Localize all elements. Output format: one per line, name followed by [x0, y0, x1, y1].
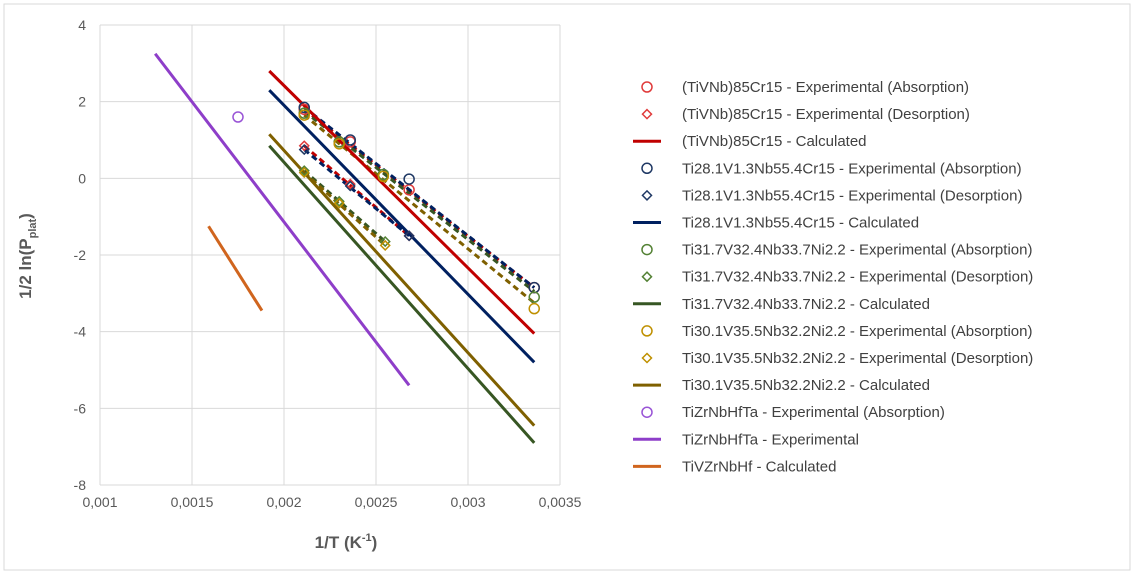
legend-label-tivnb-85cr15-experimental-absorption: (TiVNb)85Cr15 - Experimental (Absorption… — [682, 79, 969, 96]
legend-swatch-tivnb-85cr15-experimental-absorption — [641, 81, 653, 93]
data-point-ti30-1v35-5nb32-2ni2-2-experimental-absorption — [528, 302, 540, 315]
legend: (TiVNb)85Cr15 - Experimental (Absorption… — [633, 79, 1033, 475]
series-line-ti31-7v32-4nb33-7ni2-2-calculated — [268, 144, 536, 444]
data-point-ti31-7v32-4nb33-7ni2-2-experimental-absorption — [528, 291, 540, 303]
series-line-tivnb-85cr15-calculated — [268, 69, 536, 335]
data-point-ti30-1v35-5nb32-2ni2-2-experimental-desorption — [333, 197, 345, 209]
y-axis-label: 1/2 ln(Pplat) — [16, 213, 39, 299]
y-tick-labels: 4 2 0 -2 -4 -6 -8 — [74, 17, 87, 493]
x-tick-label: 0,0015 — [171, 494, 214, 510]
data-point-ti28-1v1-3nb55-4cr15-experimental-absorption — [298, 101, 310, 114]
data-point-tivnb-85cr15-experimental-desorption — [344, 178, 356, 190]
data-point-ti30-1v35-5nb32-2ni2-2-experimental-absorption — [377, 170, 390, 183]
legend-label-ti28-1v1-3nb55-4cr15-calculated: Ti28.1V1.3Nb55.4Cr15 - Calculated — [682, 215, 919, 232]
dashed-fit-line — [303, 169, 387, 243]
legend-label-ti28-1v1-3nb55-4cr15-experimental-desorption: Ti28.1V1.3Nb55.4Cr15 - Experimental (Des… — [682, 187, 1022, 204]
dashed-fit-lines — [303, 106, 536, 305]
y-tick-label: 4 — [78, 17, 86, 33]
legend-label-ti31-7v32-4nb33-7ni2-2-calculated: Ti31.7V32.4Nb33.7Ni2.2 - Calculated — [682, 296, 930, 313]
data-point-ti31-7v32-4nb33-7ni2-2-experimental-desorption — [333, 195, 345, 207]
y-tick-label: 0 — [78, 170, 86, 186]
legend-swatch-ti30-1v35-5nb32-2ni2-2-experimental-desorption — [641, 352, 653, 364]
data-markers — [232, 101, 540, 315]
legend-label-tivnb-85cr15-calculated: (TiVNb)85Cr15 - Calculated — [682, 133, 867, 150]
y-tick-label: 2 — [78, 94, 86, 110]
y-tick-label: -2 — [74, 247, 87, 263]
x-tick-label: 0,003 — [450, 494, 485, 510]
legend-label-ti30-1v35-5nb32-2ni2-2-calculated: Ti30.1V35.5Nb32.2Ni2.2 - Calculated — [682, 377, 930, 394]
dashed-fit-line — [303, 171, 387, 247]
x-tick-label: 0,001 — [82, 494, 117, 510]
legend-label-tivzrnbhf-calculated: TiVZrNbHf - Calculated — [682, 458, 836, 475]
data-point-ti31-7v32-4nb33-7ni2-2-experimental-desorption — [298, 165, 310, 177]
legend-label-tivnb-85cr15-experimental-desorption: (TiVNb)85Cr15 - Experimental (Desorption… — [682, 106, 970, 123]
series-line-ti28-1v1-3nb55-4cr15-calculated — [268, 89, 536, 364]
y-tick-label: -8 — [74, 477, 87, 493]
legend-label-tizrnbhfta-experimental-absorption: TiZrNbHfTa - Experimental (Absorption) — [682, 404, 945, 421]
y-tick-label: -6 — [74, 400, 87, 416]
dashed-fit-line — [303, 110, 536, 293]
legend-label-ti28-1v1-3nb55-4cr15-experimental-absorption: Ti28.1V1.3Nb55.4Cr15 - Experimental (Abs… — [682, 160, 1022, 177]
data-point-ti28-1v1-3nb55-4cr15-experimental-absorption — [403, 173, 415, 185]
data-point-ti30-1v35-5nb32-2ni2-2-experimental-desorption — [379, 239, 391, 251]
legend-swatch-ti28-1v1-3nb55-4cr15-experimental-absorption — [641, 162, 653, 175]
data-point-tizrnbhfta-experimental-absorption — [232, 111, 244, 123]
legend-label-ti31-7v32-4nb33-7ni2-2-experimental-desorption: Ti31.7V32.4Nb33.7Ni2.2 - Experimental (D… — [682, 269, 1033, 286]
series-line-tivzrnbhf-calculated — [207, 225, 264, 312]
data-point-tivnb-85cr15-experimental-desorption — [298, 140, 310, 152]
data-point-ti28-1v1-3nb55-4cr15-experimental-absorption — [344, 134, 356, 146]
data-point-ti28-1v1-3nb55-4cr15-experimental-desorption — [403, 230, 415, 242]
legend-swatch-tivnb-85cr15-experimental-desorption — [641, 108, 653, 120]
legend-swatch-ti28-1v1-3nb55-4cr15-experimental-desorption — [641, 189, 653, 201]
x-tick-label: 0,002 — [266, 494, 301, 510]
legend-label-ti30-1v35-5nb32-2ni2-2-experimental-desorption: Ti30.1V35.5Nb32.2Ni2.2 - Experimental (D… — [682, 350, 1033, 367]
data-point-ti28-1v1-3nb55-4cr15-experimental-desorption — [298, 144, 310, 156]
x-tick-labels: 0,001 0,0015 0,002 0,0025 0,003 0,0035 — [82, 494, 581, 510]
legend-label-ti30-1v35-5nb32-2ni2-2-experimental-absorption: Ti30.1V35.5Nb32.2Ni2.2 - Experimental (A… — [682, 323, 1032, 340]
data-point-ti31-7v32-4nb33-7ni2-2-experimental-desorption — [379, 236, 391, 248]
series-line-tizrnbhfta-experimental — [154, 52, 411, 387]
y-tick-label: -4 — [74, 324, 87, 340]
data-point-ti30-1v35-5nb32-2ni2-2-experimental-absorption — [333, 138, 345, 150]
legend-swatch-ti31-7v32-4nb33-7ni2-2-experimental-desorption — [641, 271, 653, 283]
legend-swatch-tizrnbhfta-experimental-absorption — [641, 406, 653, 418]
dashed-fit-line — [303, 106, 536, 289]
data-point-ti30-1v35-5nb32-2ni2-2-experimental-absorption — [298, 109, 310, 121]
x-tick-label: 0,0025 — [355, 494, 398, 510]
legend-swatch-ti30-1v35-5nb32-2ni2-2-experimental-absorption — [641, 325, 653, 337]
x-tick-label: 0,0035 — [539, 494, 582, 510]
series-line-ti30-1v35-5nb32-2ni2-2-calculated — [268, 133, 536, 427]
x-axis-label: 1/T (K-1) — [315, 532, 378, 552]
calculated-lines — [154, 52, 536, 444]
legend-label-ti31-7v32-4nb33-7ni2-2-experimental-absorption: Ti31.7V32.4Nb33.7Ni2.2 - Experimental (A… — [682, 242, 1032, 259]
legend-label-tizrnbhfta-experimental: TiZrNbHfTa - Experimental — [682, 431, 859, 448]
dashed-fit-line — [303, 148, 411, 237]
data-point-ti28-1v1-3nb55-4cr15-experimental-desorption — [344, 180, 356, 192]
legend-swatch-ti31-7v32-4nb33-7ni2-2-experimental-absorption — [641, 243, 653, 256]
data-point-ti30-1v35-5nb32-2ni2-2-experimental-desorption — [298, 167, 310, 179]
